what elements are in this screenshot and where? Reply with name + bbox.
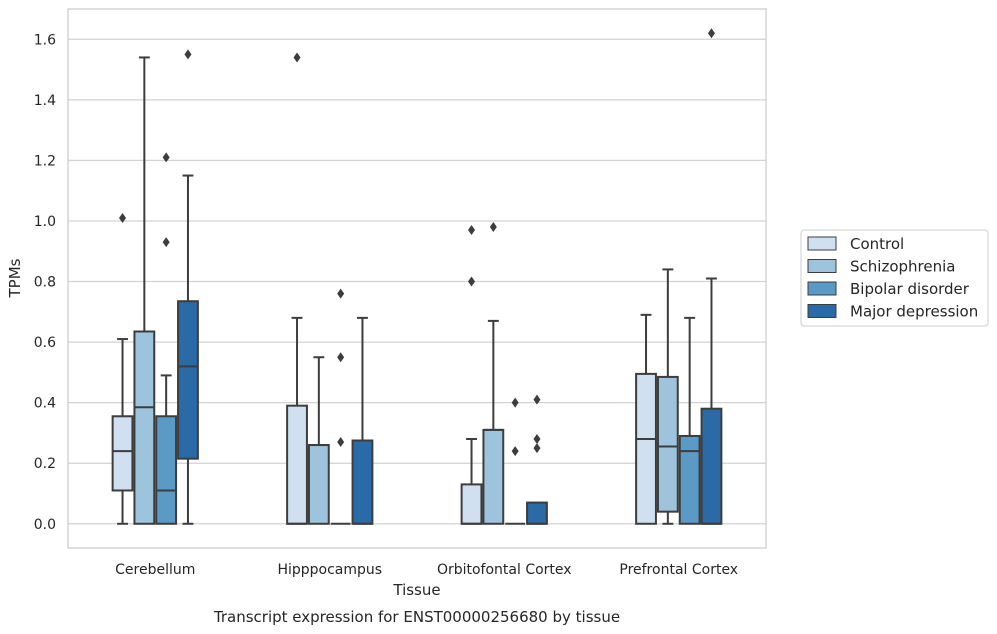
box-group xyxy=(482,222,505,525)
box-group xyxy=(111,212,134,525)
box xyxy=(111,415,134,492)
x-axis-label: Tissue xyxy=(392,581,440,599)
y-tick-label: 0.2 xyxy=(34,456,56,472)
legend-label: Control xyxy=(850,235,904,253)
outlier-point xyxy=(337,437,345,448)
box xyxy=(155,415,178,525)
box-plot-marks xyxy=(111,28,723,525)
outlier-point xyxy=(511,446,519,457)
outlier-point xyxy=(162,152,170,163)
outlier-point xyxy=(162,237,170,248)
box-group xyxy=(656,268,679,525)
y-tick-label: 1.4 xyxy=(34,93,56,109)
outlier-point xyxy=(707,28,715,39)
y-tick-label: 0.6 xyxy=(34,335,56,351)
legend-swatch xyxy=(807,236,837,251)
box-group xyxy=(330,288,351,525)
box-group xyxy=(286,52,308,525)
box xyxy=(307,444,330,525)
box-group xyxy=(678,316,701,525)
box-group xyxy=(177,49,199,525)
y-tick-label: 0.8 xyxy=(34,275,56,291)
outlier-point xyxy=(337,352,345,363)
y-tick-label: 1.6 xyxy=(34,32,56,48)
box-group xyxy=(635,313,657,525)
y-tick-label: 1.0 xyxy=(34,214,56,230)
outlier-point xyxy=(293,52,301,63)
box xyxy=(635,372,657,525)
outlier-point xyxy=(119,212,127,223)
legend-label: Major depression xyxy=(850,303,978,321)
box xyxy=(678,434,701,525)
outlier-point xyxy=(184,49,192,60)
legend-swatch xyxy=(807,304,837,318)
box xyxy=(656,375,679,513)
chart-caption: Transcript expression for ENST0000025668… xyxy=(213,608,620,626)
box-group xyxy=(460,225,483,525)
box-group xyxy=(133,56,156,525)
outlier-point xyxy=(489,222,497,233)
y-tick-label: 0.0 xyxy=(34,517,56,533)
legend: Control Schizophrenia Bipolar disorder Majo… xyxy=(800,229,989,327)
box xyxy=(482,428,505,525)
outlier-point xyxy=(533,394,541,405)
outlier-point xyxy=(511,397,519,408)
x-tick-label: Prefrontal Cortex xyxy=(619,562,738,578)
outlier-point xyxy=(337,288,345,299)
legend-frame xyxy=(800,229,989,327)
y-tick-label: 0.4 xyxy=(34,396,56,412)
box xyxy=(351,439,374,525)
box xyxy=(460,483,483,525)
box-group xyxy=(351,316,374,525)
box-group xyxy=(700,28,723,525)
legend-label: Bipolar disorder xyxy=(850,280,970,298)
outlier-point xyxy=(533,443,541,454)
box xyxy=(700,407,723,525)
box xyxy=(133,330,156,525)
box-group xyxy=(526,394,548,525)
box-group xyxy=(155,152,178,525)
legend-swatch xyxy=(807,281,837,296)
y-axis-label: TPMs xyxy=(6,258,24,298)
outlier-point xyxy=(468,276,476,287)
box-group xyxy=(307,356,330,525)
y-tick-label: 1.2 xyxy=(34,153,56,169)
x-tick-label: Hipppocampus xyxy=(277,562,382,578)
x-tick-label: Cerebellum xyxy=(115,562,195,578)
box-group xyxy=(505,397,526,525)
outlier-point xyxy=(533,433,541,444)
legend-label: Schizophrenia xyxy=(850,258,955,276)
box xyxy=(286,404,308,525)
y-axis-ticks: 0.0 0.2 0.4 0.6 0.8 1.0 1.2 1.4 1.6 xyxy=(34,32,56,532)
plot-frame xyxy=(67,8,767,549)
x-tick-label: Orbitofontal Cortex xyxy=(437,562,572,578)
box xyxy=(177,300,199,460)
outlier-point xyxy=(468,225,476,236)
box xyxy=(526,501,548,525)
legend-swatch xyxy=(807,259,837,273)
x-axis-ticks: Cerebellum Hipppocampus Orbitofontal Corte… xyxy=(115,562,738,578)
